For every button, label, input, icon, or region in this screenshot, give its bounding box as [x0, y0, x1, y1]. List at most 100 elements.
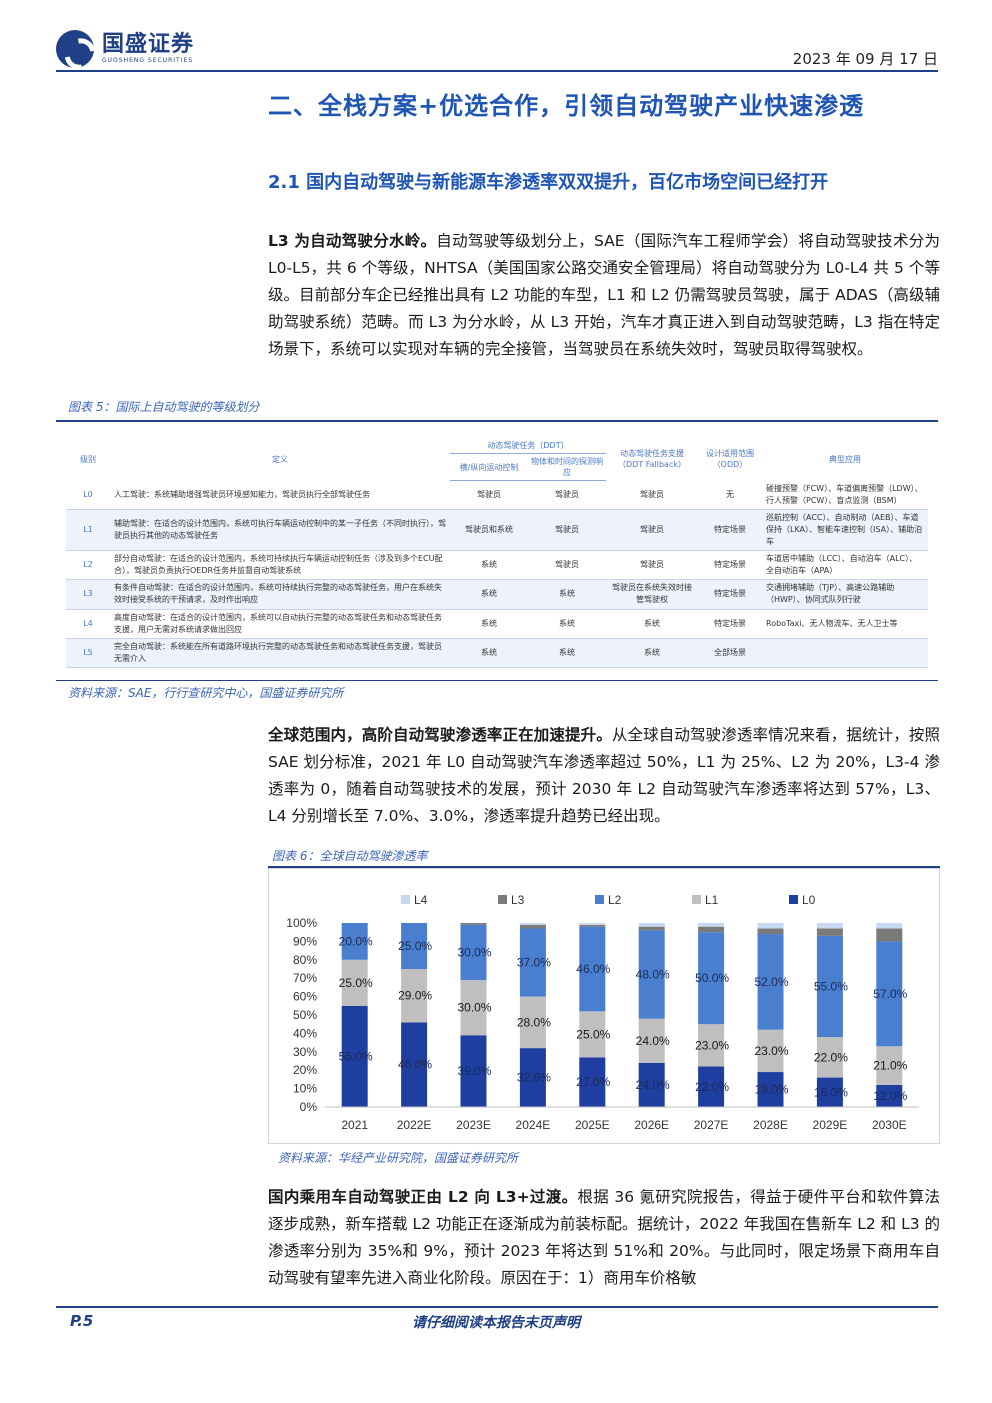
data-label-l0: 12.0%: [873, 1089, 907, 1103]
cell-odd: 无: [698, 480, 762, 510]
fig6-caption: 图表 6：全球自动驾驶渗透率: [272, 849, 428, 863]
bar-l4: [816, 923, 843, 929]
cell-apps: 交通拥堵辅助（TJP）、高速公路辅助（HWP）、协同式队列行驶: [762, 579, 928, 610]
bar-l1: [519, 996, 546, 1049]
bar-l2: [698, 932, 725, 1025]
cell-level: L1: [66, 509, 110, 551]
bar-l3: [638, 926, 665, 931]
bar-l0: [579, 1057, 606, 1107]
bar-l0: [460, 1035, 487, 1107]
cell-definition: 部分自动驾驶：在适合的设计范围内，系统可持续执行车辆运动控制任务（涉及到多个EC…: [110, 550, 450, 580]
y-tick-label: 60%: [293, 990, 317, 1004]
bar-l2: [816, 935, 843, 1038]
fig5-bottom-rule: [56, 680, 938, 681]
data-label-l1: 21.0%: [873, 1059, 907, 1073]
bar-l2: [341, 923, 368, 960]
bar-l0: [698, 1066, 725, 1107]
cell-level: L4: [66, 609, 110, 639]
bar-l2: [876, 941, 903, 1047]
table-row: L0 人工驾驶：系统辅助增强驾驶员环境感知能力，驾驶员执行全部驾驶任务 驾驶员 驾驶员…: [66, 480, 928, 510]
paragraph-3: 国内乘用车自动驾驶正由 L2 向 L3+过渡。根据 36 氪研究院报告，得益于硬…: [268, 1184, 940, 1292]
cell-apps: 碰撞预警（FCW）、车道偏离预警（LDW）、行人预警（PCW）、盲点监测（BSM…: [762, 480, 928, 510]
chart-svg: L4 L3 L2 L1 L0 0% 10% 20% 30% 40% 50% 60% 70% 80% 90% 1…: [286, 893, 919, 1132]
data-label-l0: 55.0%: [339, 1049, 373, 1063]
y-tick-label: 70%: [293, 971, 317, 985]
data-label-l1: 30.0%: [457, 1001, 491, 1015]
paragraph-1-lead: L3 为自动驾驶分水岭。: [268, 232, 437, 250]
logo-icon: [56, 30, 94, 68]
footer-disclaimer: 请仔细阅读本报告末页声明: [412, 1315, 580, 1331]
table-row: L3 有条件自动驾驶：在适合的设计范围内，系统可持续执行完整的动态驾驶任务，用户在…: [66, 579, 928, 610]
data-label-l2: 30.0%: [457, 945, 491, 959]
y-tick-label: 50%: [293, 1008, 317, 1022]
cell-odd: 特定场景: [698, 609, 762, 639]
data-label-l1: 23.0%: [695, 1038, 729, 1052]
bar-l0: [816, 1077, 843, 1107]
bar-l4: [519, 923, 546, 925]
cell-detect: 系统: [528, 579, 606, 610]
cell-motion: 系统: [450, 579, 528, 610]
col-definition: 定义: [272, 454, 288, 464]
legend-label-l1: L1: [705, 893, 719, 907]
bar-l0: [401, 1022, 428, 1107]
bar-l1: [816, 1037, 843, 1078]
paragraph-1-text: 自动驾驶等级划分上，SAE（国际汽车工程师学会）将自动驾驶技术分为 L0-L5，…: [268, 232, 941, 358]
cell-detect: 系统: [528, 609, 606, 639]
legend-label-l4: L4: [414, 893, 428, 907]
data-label-l2: 57.0%: [873, 987, 907, 1001]
col-fallback: 动态驾驶任务支援（DDT Fallback）: [618, 449, 686, 470]
logo-name-en: GUOSHENG SECURITIES: [102, 57, 194, 64]
cell-detect: 驾驶员: [528, 480, 606, 510]
fig6-source: 资料来源：华经产业研究院，国盛证券研究所: [278, 1151, 519, 1165]
legend-swatch-l1: [692, 895, 701, 904]
data-label-l1: 25.0%: [339, 976, 373, 990]
data-label-l0: 24.0%: [636, 1078, 670, 1092]
data-label-l0: 16.0%: [814, 1085, 848, 1099]
data-label-l0: 22.0%: [695, 1080, 729, 1094]
bar-l3: [460, 923, 487, 925]
bar-l1: [579, 1011, 606, 1058]
data-label-l0: 46.0%: [398, 1058, 432, 1072]
paragraph-3-text: 根据 36 氪研究院报告，得益于硬件平台和软件算法逐步成熟，新车搭载 L2 功能…: [268, 1188, 940, 1287]
cell-level: L5: [66, 638, 110, 668]
x-tick-label: 2024E: [516, 1118, 551, 1132]
bar-l0: [876, 1084, 903, 1107]
bar-l4: [757, 923, 784, 929]
company-logo: 国盛证券 GUOSHENG SECURITIES: [56, 30, 194, 68]
cell-definition: 辅助驾驶：在适合的设计范围内，系统可执行车辆运动控制中的某一子任务（不同时执行）…: [110, 509, 450, 551]
bar-l3: [876, 928, 903, 942]
bar-l1: [401, 969, 428, 1023]
penetration-chart: L4 L3 L2 L1 L0 0% 10% 20% 30% 40% 50% 60% 70% 80% 90% 1…: [268, 868, 940, 1144]
bar-l2: [401, 923, 428, 969]
bar-l4: [579, 923, 606, 925]
data-label-l2: 37.0%: [517, 956, 551, 970]
bar-l2: [519, 928, 546, 997]
col-ddt-motion: 横/纵向运动控制: [450, 453, 528, 481]
cell-apps: 车道居中辅助（LCC）、自动泊车（ALC）、全自动泊车（APA）: [762, 550, 928, 580]
cell-fallback: 驾驶员在系统失效时接管驾驶权: [606, 579, 698, 610]
data-label-l0: 32.0%: [517, 1071, 551, 1085]
cell-apps: RoboTaxi、无人物流车、无人卫士等: [762, 609, 928, 639]
legend-label-l2: L2: [608, 893, 622, 907]
cell-definition: 高度自动驾驶：在适合的设计范围内，系统可以自动执行完整的动态驾驶任务和动态驾驶任…: [110, 609, 450, 639]
paragraph-3-lead: 国内乘用车自动驾驶正由 L2 向 L3+过渡。: [268, 1188, 578, 1206]
fig5-caption: 图表 5：国际上自动驾驶的等级划分: [68, 400, 260, 414]
cell-fallback: 系统: [606, 609, 698, 639]
cell-level: L3: [66, 579, 110, 610]
data-label-l2: 25.0%: [398, 939, 432, 953]
fig5-top-rule: [56, 420, 938, 422]
data-label-l0: 39.0%: [457, 1064, 491, 1078]
bar-l1: [757, 1029, 784, 1073]
subsection-title: 2.1 国内自动驾驶与新能源车渗透率双双提升，百亿市场空间已经打开: [268, 172, 829, 193]
bar-l1: [698, 1024, 725, 1067]
footer-divider: [56, 1306, 938, 1308]
cell-level: L2: [66, 550, 110, 580]
legend-swatch-l2: [595, 895, 604, 904]
legend-label-l0: L0: [802, 893, 816, 907]
bar-l1: [341, 959, 368, 1006]
paragraph-1: L3 为自动驾驶分水岭。自动驾驶等级划分上，SAE（国际汽车工程师学会）将自动驾…: [268, 228, 940, 363]
data-label-l2: 50.0%: [695, 971, 729, 985]
cell-definition: 人工驾驶：系统辅助增强驾驶员环境感知能力，驾驶员执行全部驾驶任务: [110, 480, 450, 510]
cell-detect: 系统: [528, 638, 606, 668]
cell-motion: 驾驶员和系统: [450, 509, 528, 551]
